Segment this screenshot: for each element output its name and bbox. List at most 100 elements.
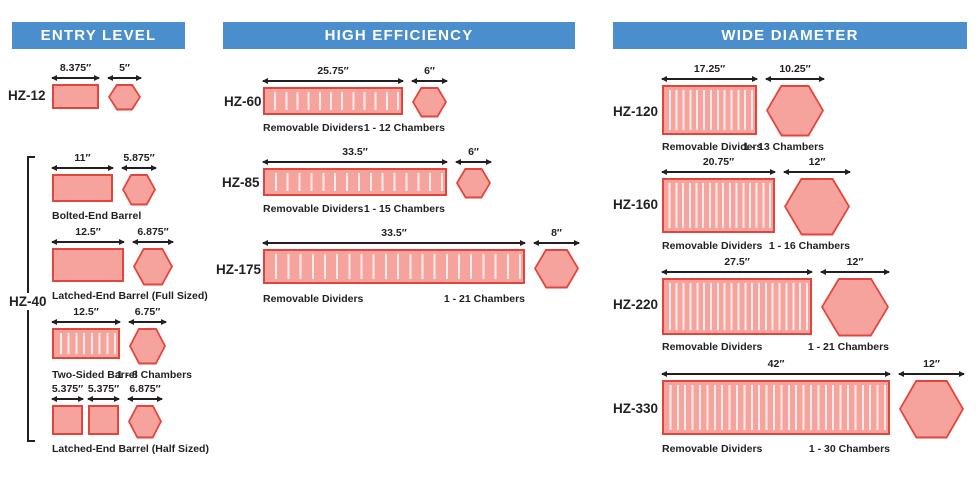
- dimension-label: 8.375″: [59, 62, 92, 74]
- barrel-rect-with-dividers: [662, 379, 890, 435]
- dimension-label: 25.75″: [317, 65, 349, 77]
- dimension-arrow-icon: [87, 396, 120, 401]
- shape-groups: 12.5″ 6.75″: [51, 306, 167, 365]
- dimension-arrow-icon: [820, 269, 890, 274]
- hexagon-group: 8″: [533, 227, 580, 289]
- dimension: 12.5″: [51, 306, 121, 328]
- barrel-rect-with-dividers: [662, 177, 775, 233]
- shape-groups: 17.25″ 10.25″: [661, 63, 825, 137]
- dimension-label: 8″: [551, 227, 562, 239]
- dimension: 6.875″: [132, 226, 174, 248]
- shape-groups: 42″ 12″: [661, 358, 965, 439]
- hexagon-end-view: [128, 404, 162, 439]
- barrel-group: 8.375″: [51, 62, 100, 109]
- shape-groups: 11″ 5.875″: [51, 152, 157, 206]
- barrel-group: 11″: [51, 152, 114, 202]
- model-label-hz-85: HZ-85: [222, 175, 260, 190]
- hexagon-end-view: [133, 247, 173, 286]
- dimension-arrow-icon: [128, 319, 167, 324]
- hexagon-group: 6.875″: [127, 383, 163, 439]
- dimension-label: 27.5″: [724, 256, 750, 268]
- variant-caption: Latched-End Barrel (Half Sized): [52, 442, 209, 455]
- dimension-arrow-icon: [51, 319, 121, 324]
- figure-hz-85: 33.5″ 6″ Removable Dividers 1 - 15 Chamb…: [262, 146, 492, 216]
- dimension-label: 20.75″: [702, 156, 735, 168]
- dimension: 8.375″: [51, 62, 100, 84]
- dimension-arrow-icon: [898, 371, 965, 376]
- dimension-arrow-icon: [51, 75, 100, 80]
- dimension: 33.5″: [262, 227, 526, 249]
- barrel-group: 5.375″: [87, 383, 120, 435]
- dimension: 12″: [898, 358, 965, 380]
- barrel-group: 33.5″: [262, 146, 448, 196]
- removable-dividers-label: Removable Dividers: [263, 202, 364, 215]
- barrel-group: 20.75″: [661, 156, 776, 233]
- dimension: 25.75″: [262, 65, 404, 87]
- barrel-rect: [52, 83, 99, 109]
- figure-latched-end-half: 5.375″ 5.375″ 6.875″ Latched-En: [51, 383, 209, 455]
- figure-hz-220: 27.5″ 12″ Removable Dividers 1 - 21 Cham…: [661, 256, 890, 354]
- dimension: 5.875″: [121, 152, 157, 174]
- hexagon-end-view: [122, 173, 156, 206]
- dimension-arrow-icon: [121, 165, 157, 170]
- dimension-label: 33.5″: [342, 146, 368, 158]
- dimension-label: 33.5″: [381, 227, 407, 239]
- dimension: 11″: [51, 152, 114, 174]
- dimension-arrow-icon: [411, 78, 448, 83]
- barrel-rect: [52, 247, 124, 282]
- dimension: 6″: [411, 65, 448, 87]
- chambers-label: 1 - 16 Chambers: [768, 239, 850, 252]
- removable-dividers-label: Removable Dividers: [662, 340, 763, 353]
- chambers-label: 1 - 21 Chambers: [443, 292, 525, 305]
- figure-hz-175: 33.5″ 8″ Removable Dividers 1 - 21 Chamb…: [262, 227, 580, 306]
- dimension-label: 5.375″: [87, 383, 120, 395]
- figure-hz-12: 8.375″ 5″: [51, 62, 142, 111]
- hexagon-group: 10.25″: [765, 63, 825, 137]
- barrel-rect: [52, 404, 83, 435]
- removable-dividers-label: Removable Dividers: [662, 140, 763, 153]
- hexagon-end-view: [766, 84, 824, 137]
- dimension-label: 6.875″: [137, 226, 169, 238]
- removable-dividers-label: Removable Dividers: [662, 442, 763, 455]
- hexagon-end-view: [129, 327, 166, 365]
- dimension-label: 6″: [468, 146, 479, 158]
- chambers-label: 1 - 12 Chambers: [363, 121, 445, 134]
- dimension-arrow-icon: [533, 240, 580, 245]
- dimension: 8″: [533, 227, 580, 249]
- figure-two-sided-barrel: 12.5″ 6.75″ Two-Sided Barrel 1 - 8 Chamb…: [51, 306, 192, 382]
- dimension: 6″: [455, 146, 492, 168]
- hexagon-end-view: [821, 277, 889, 337]
- dimension: 42″: [661, 358, 891, 380]
- dimension-label: 42″: [767, 358, 785, 370]
- figure-labels: Removable Dividers 1 - 21 Chambers: [263, 293, 579, 306]
- model-label-hz-120: HZ-120: [613, 104, 659, 119]
- barrel-rect: [52, 173, 113, 202]
- barrel-group: 42″: [661, 358, 891, 435]
- dimension-arrow-icon: [127, 396, 163, 401]
- figure-hz-160: 20.75″ 12″ Removable Dividers 1 - 16 Cha…: [661, 156, 851, 253]
- removable-dividers-label: Removable Dividers: [263, 292, 364, 305]
- dimension-label: 12.5″: [75, 226, 101, 238]
- shape-groups: 33.5″ 8″: [262, 227, 580, 289]
- dimension-arrow-icon: [783, 169, 851, 174]
- dimension-arrow-icon: [262, 159, 448, 164]
- dimension-label: 12.5″: [73, 306, 99, 318]
- model-label-hz-330: HZ-330: [613, 401, 659, 416]
- figure-labels: Removable Dividers 1 - 13 Chambers: [662, 141, 824, 154]
- dimension: 5.375″: [87, 383, 120, 405]
- shape-groups: 12.5″ 6.875″: [51, 226, 208, 286]
- dimension-label: 6.875″: [129, 383, 161, 395]
- dimension-label: 5″: [119, 62, 130, 74]
- chambers-label: 1 - 30 Chambers: [808, 442, 890, 455]
- barrel-rect-with-dividers: [263, 248, 525, 284]
- hexagon-end-view: [456, 167, 491, 199]
- barrel-group: 17.25″: [661, 63, 758, 135]
- dimension-arrow-icon: [661, 371, 891, 376]
- dimension-label: 5.875″: [123, 152, 155, 164]
- dimension-arrow-icon: [51, 396, 84, 401]
- figure-hz-330: 42″ 12″ Removable Dividers 1 - 30 Chambe…: [661, 358, 965, 456]
- hexagon-group: 12″: [898, 358, 965, 439]
- dimension-arrow-icon: [262, 240, 526, 245]
- dimension: 12″: [783, 156, 851, 178]
